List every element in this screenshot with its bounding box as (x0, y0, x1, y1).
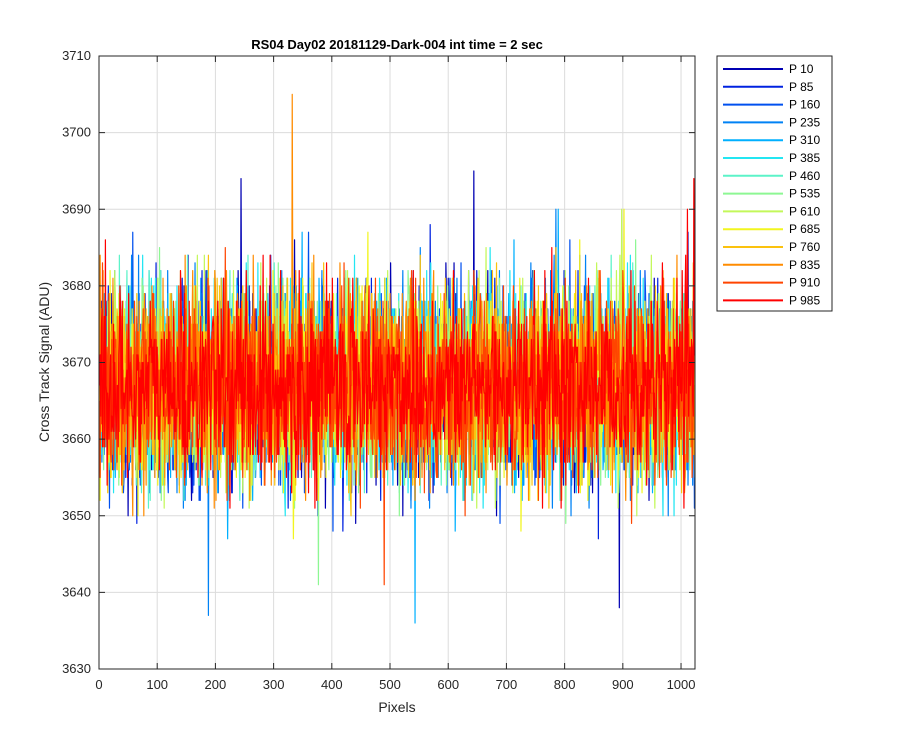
legend-label: P 685 (789, 222, 820, 236)
x-tick-label: 500 (379, 677, 401, 692)
legend-label: P 835 (789, 258, 820, 272)
plot-lines (99, 93, 695, 624)
legend-label: P 460 (789, 169, 820, 183)
legend: P 10 P 85 P 160 P 235 P 310 P 385 P 460 P 535 P … (716, 55, 833, 312)
x-axis-label: Pixels (378, 699, 415, 715)
legend-label: P 985 (789, 293, 820, 307)
legend-label: P 235 (789, 115, 820, 129)
y-tick-label: 3660 (62, 431, 91, 446)
x-tick-label: 0 (95, 677, 102, 692)
x-tick-label: 100 (146, 677, 168, 692)
y-tick-label: 3630 (62, 661, 91, 676)
x-tick-label: 800 (554, 677, 576, 692)
x-tick-label: 900 (612, 677, 634, 692)
legend-label: P 535 (789, 187, 820, 201)
x-tick-label: 600 (437, 677, 459, 692)
y-tick-label: 3640 (62, 584, 91, 599)
x-tick-label: 200 (205, 677, 227, 692)
y-tick-label: 3700 (62, 125, 91, 140)
legend-label: P 310 (789, 133, 820, 147)
y-tick-label: 3710 (62, 48, 91, 63)
legend-label: P 610 (789, 204, 820, 218)
y-axis-label: Cross Track Signal (ADU) (36, 282, 52, 442)
x-tick-label: 700 (496, 677, 518, 692)
legend-label: P 760 (789, 240, 820, 254)
x-tick-label: 300 (263, 677, 285, 692)
y-tick-label: 3650 (62, 508, 91, 523)
y-tick-label: 3690 (62, 201, 91, 216)
legend-box (716, 55, 833, 312)
chart-title: RS04 Day02 20181129-Dark-004 int time = … (251, 37, 543, 52)
y-tick-label: 3670 (62, 355, 91, 370)
legend-label: P 910 (789, 276, 820, 290)
legend-label: P 385 (789, 151, 820, 165)
y-tick-label: 3680 (62, 278, 91, 293)
axis-ticks: 0 100 200 300 400 500 600 700 800 900 1000 3630 3640… (62, 48, 695, 692)
legend-label: P 160 (789, 98, 820, 112)
legend-label: P 85 (789, 80, 814, 94)
series-line-p-985 (99, 178, 695, 509)
x-tick-label: 1000 (667, 677, 696, 692)
legend-label: P 10 (789, 62, 814, 76)
x-tick-label: 400 (321, 677, 343, 692)
